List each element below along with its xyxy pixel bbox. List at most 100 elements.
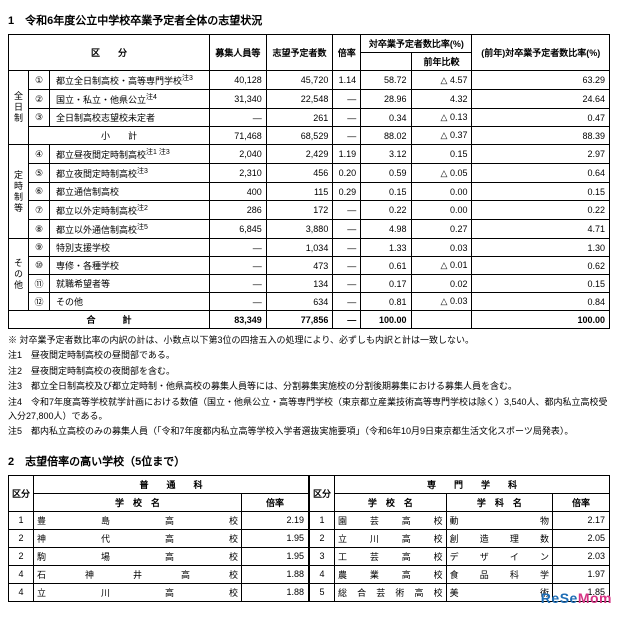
row-no: ⑦ xyxy=(29,201,50,220)
group-label: その他 xyxy=(9,239,29,311)
row-zen: 0.15 xyxy=(411,145,472,164)
row-name: 都立夜間定時制高校注3 xyxy=(50,164,210,183)
t2r-name: 学 校 名 xyxy=(335,493,447,511)
note-line: ※ 対卒業予定者数比率の内訳の計は、小数点以下第3位の四捨五入の処理により、必ず… xyxy=(8,333,610,347)
row-zen: △ 0.13 xyxy=(411,109,472,127)
row-bai: 1.19 xyxy=(333,145,361,164)
t2l-school: 立 川 高 校 xyxy=(34,583,242,601)
group-label: 定時制等 xyxy=(9,145,29,239)
row-shibo: 456 xyxy=(266,164,333,183)
subtotal-zen: △ 0.37 xyxy=(411,127,472,145)
row-prev: 0.64 xyxy=(472,164,610,183)
row-no: ⑪ xyxy=(29,275,50,293)
row-name: 都立以外定時制高校注2 xyxy=(50,201,210,220)
row-shibo: 45,720 xyxy=(266,71,333,90)
total-bai: — xyxy=(333,311,361,329)
row-ratio: 0.34 xyxy=(361,109,411,127)
table2-right: 区分 専 門 学 科 学 校 名 学 科 名 倍率 1 園 芸 高 校 動 物 … xyxy=(309,475,610,602)
t2r-dept: デ ザ イ ン xyxy=(446,547,552,565)
row-ratio: 0.81 xyxy=(361,293,411,311)
t2l-bai: 1.95 xyxy=(242,547,309,565)
row-no: ⑥ xyxy=(29,183,50,201)
row-name: その他 xyxy=(50,293,210,311)
row-name: 都立全日制高校・高等専門学校注3 xyxy=(50,71,210,90)
row-boshu: 286 xyxy=(210,201,267,220)
subtotal-name: 小 計 xyxy=(29,127,210,145)
t2r-dept: 食 品 科 学 xyxy=(446,565,552,583)
t2r-kubun: 区分 xyxy=(310,475,335,511)
th-bairitsu: 倍率 xyxy=(333,35,361,71)
th-zen-hikaku: 前年比較 xyxy=(411,53,472,71)
th-kubun: 区 分 xyxy=(9,35,210,71)
row-prev: 0.15 xyxy=(472,183,610,201)
note-line: 注5 都内私立高校のみの募集人員（「令和7年度都内私立高等学校入学者選抜実施要項… xyxy=(8,424,610,438)
note-line: 注3 都立全日制高校及び都立定時制・他県高校の募集人員等には、分割募集実施校の分… xyxy=(8,379,610,393)
t2l-bai: 1.88 xyxy=(242,565,309,583)
table1-notes: ※ 対卒業予定者数比率の内訳の計は、小数点以下第3位の四捨五入の処理により、必ず… xyxy=(8,333,610,439)
t2l-group: 普 通 科 xyxy=(34,475,309,493)
row-boshu: 6,845 xyxy=(210,220,267,239)
row-prev: 63.29 xyxy=(472,71,610,90)
group-label: 全日制 xyxy=(9,71,29,145)
t2r-rank: 1 xyxy=(310,511,335,529)
row-ratio: 4.98 xyxy=(361,220,411,239)
row-name: 専修・各種学校 xyxy=(50,257,210,275)
watermark-part2: Mom xyxy=(578,590,612,606)
t2l-rank: 1 xyxy=(9,511,34,529)
t2r-bai: 倍率 xyxy=(553,493,610,511)
th-ratio-group: 対卒業予定者数比率(%) xyxy=(361,35,472,53)
row-no: ① xyxy=(29,71,50,90)
row-ratio: 0.59 xyxy=(361,164,411,183)
row-zen: △ 0.05 xyxy=(411,164,472,183)
row-shibo: 634 xyxy=(266,293,333,311)
row-boshu: 40,128 xyxy=(210,71,267,90)
row-bai: — xyxy=(333,257,361,275)
t2l-kubun: 区分 xyxy=(9,475,34,511)
subtotal-boshu: 71,468 xyxy=(210,127,267,145)
t2r-rank: 3 xyxy=(310,547,335,565)
table2-left: 区分 普 通 科 学 校 名 倍率 1 豊 島 高 校 2.192 神 代 高 … xyxy=(8,475,309,602)
row-boshu: 2,040 xyxy=(210,145,267,164)
row-prev: 0.62 xyxy=(472,257,610,275)
row-shibo: 473 xyxy=(266,257,333,275)
t2r-dept: 美 術 xyxy=(446,583,552,601)
row-ratio: 0.22 xyxy=(361,201,411,220)
total-boshu: 83,349 xyxy=(210,311,267,329)
section1-title: 1 令和6年度公立中学校卒業予定者全体の志望状況 xyxy=(8,12,610,28)
row-shibo: 115 xyxy=(266,183,333,201)
row-no: ③ xyxy=(29,109,50,127)
t2l-school: 石 神 井 高 校 xyxy=(34,565,242,583)
t2r-rank: 5 xyxy=(310,583,335,601)
table2-wrap: 区分 普 通 科 学 校 名 倍率 1 豊 島 高 校 2.192 神 代 高 … xyxy=(8,475,610,602)
t2l-school: 駒 場 高 校 xyxy=(34,547,242,565)
total-name: 合 計 xyxy=(9,311,210,329)
note-line: 注1 昼夜間定時制高校の昼間部である。 xyxy=(8,348,610,362)
t2r-dept: 動 物 xyxy=(446,511,552,529)
row-no: ④ xyxy=(29,145,50,164)
total-zen xyxy=(411,311,472,329)
t2l-rank: 4 xyxy=(9,583,34,601)
t2l-name: 学 校 名 xyxy=(34,493,242,511)
th-boshu: 募集人員等 xyxy=(210,35,267,71)
row-ratio: 3.12 xyxy=(361,145,411,164)
subtotal-ratio: 88.02 xyxy=(361,127,411,145)
row-name: 都立以外通信制高校注5 xyxy=(50,220,210,239)
row-name: 国立・私立・他県公立注4 xyxy=(50,90,210,109)
note-line: 注4 令和7年度高等学校就学計画における数値（国立・他県公立・高等専門学校（東京… xyxy=(8,395,610,424)
watermark-part1: ReSe xyxy=(541,590,578,606)
t2r-group: 専 門 学 科 xyxy=(335,475,610,493)
row-prev: 0.47 xyxy=(472,109,610,127)
t2l-rank: 4 xyxy=(9,565,34,583)
row-ratio: 0.15 xyxy=(361,183,411,201)
row-shibo: 1,034 xyxy=(266,239,333,257)
t2l-bai: 1.95 xyxy=(242,529,309,547)
row-prev: 0.15 xyxy=(472,275,610,293)
row-shibo: 172 xyxy=(266,201,333,220)
row-name: 都立通信制高校 xyxy=(50,183,210,201)
row-boshu: — xyxy=(210,257,267,275)
t2r-bai: 2.05 xyxy=(553,529,610,547)
row-name: 都立昼夜間定時制高校注1 注3 xyxy=(50,145,210,164)
row-boshu: — xyxy=(210,109,267,127)
t2r-school: 立 川 高 校 xyxy=(335,529,447,547)
row-bai: 0.29 xyxy=(333,183,361,201)
